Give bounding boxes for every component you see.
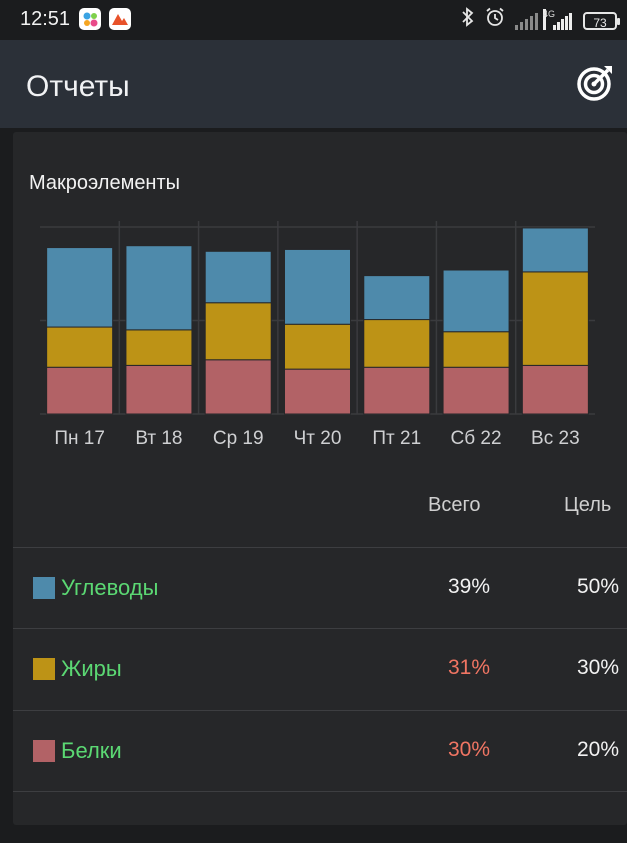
app-bar: Отчеты [0, 40, 627, 128]
bar-segment [284, 368, 351, 415]
row-name: Жиры [61, 656, 122, 681]
bar-segment [442, 331, 510, 368]
bar-segment [284, 323, 351, 370]
x-tick-label: Чт 20 [294, 428, 342, 449]
status-icons: 4G 73 [461, 7, 620, 34]
network-type: 4G [543, 8, 555, 30]
divider [13, 628, 627, 629]
bar-segment [204, 250, 272, 304]
x-tick-label: Пн 17 [54, 428, 105, 449]
chart-title: Макроэлементы [29, 172, 181, 194]
bar-segment [521, 364, 589, 415]
bar-segment [442, 366, 510, 415]
table-row-fats: Жиры 31% 30% [13, 629, 627, 709]
battery-icon: 73 [583, 11, 620, 30]
x-tick-label: Сб 22 [451, 428, 502, 449]
row-goal: 30% [576, 656, 619, 679]
row-total: 30% [447, 738, 490, 761]
row-total: 39% [447, 575, 490, 598]
bar-segment [521, 271, 589, 366]
carbs-color-swatch [33, 577, 55, 599]
divider [13, 547, 627, 548]
bar-segment [125, 245, 193, 331]
bar-segment [204, 302, 272, 361]
row-total: 31% [447, 656, 490, 679]
status-bar: 12:51 4G 73 [0, 0, 627, 40]
divider [13, 710, 627, 711]
table-row-proteins: Белки 30% 20% [13, 711, 627, 791]
alarm-icon [485, 7, 505, 34]
row-name: Белки [61, 738, 122, 763]
header-goal: Цель [564, 494, 612, 516]
macros-chart: Пн 17 Вт 18 Ср 19 Чт 20 Пт 21 Сб 22 Вс 23 [40, 221, 595, 449]
bar-segment [521, 227, 589, 273]
divider [13, 791, 627, 792]
row-goal: 20% [576, 738, 619, 761]
bar-segment [46, 247, 114, 328]
x-tick-label: Ср 19 [213, 428, 264, 449]
row-name: Углеводы [61, 575, 159, 600]
bar-segment [363, 319, 431, 368]
bar-segment [284, 248, 351, 325]
bar-segment [204, 359, 272, 415]
bar-segment [46, 326, 114, 368]
bar-segment [363, 366, 431, 415]
fats-color-swatch [33, 658, 55, 680]
bar-segment [46, 366, 114, 415]
header-total: Всего [428, 494, 481, 516]
x-tick-label: Вс 23 [531, 428, 580, 449]
signal-icon [515, 12, 539, 30]
x-tick-label: Пт 21 [372, 428, 421, 449]
x-tick-label: Вт 18 [135, 428, 182, 449]
bar-segment [363, 275, 431, 321]
page-title: Отчеты [26, 70, 130, 103]
target-icon[interactable] [576, 64, 614, 102]
signal-4g-icon: 4G [543, 8, 573, 30]
row-goal: 50% [576, 575, 619, 598]
bar-segment [125, 364, 193, 415]
app-notification-icon-2 [109, 8, 131, 30]
status-time: 12:51 [20, 8, 71, 30]
bluetooth-icon [461, 7, 475, 34]
bar-segment [125, 329, 193, 366]
app-notification-icon [79, 8, 101, 30]
proteins-color-swatch [33, 740, 55, 762]
table-row-carbs: Углеводы 39% 50% [13, 548, 627, 628]
macros-card: Макроэлементы Пн 17 Вт 18 Ср 19 Чт 20 Пт 21 С… [13, 132, 627, 825]
bar-segment [442, 269, 510, 333]
